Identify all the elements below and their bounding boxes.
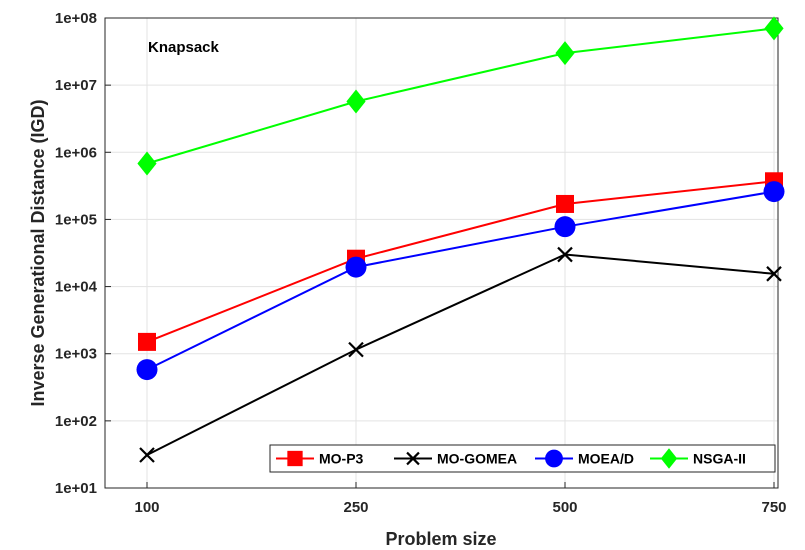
series-line xyxy=(146,190,775,371)
square-marker xyxy=(287,450,303,467)
x-tick-label: 750 xyxy=(761,499,786,516)
legend-item: NSGA-II xyxy=(650,448,746,469)
axis-ticks: 1e+01 1e+02 1e+03 1e+04 1e+05 1e+06 1e+07 1e+08… xyxy=(55,10,787,516)
legend: MO-P3 MO-GOMEA MOEA/D NSGA-II xyxy=(269,444,776,473)
diamond-marker xyxy=(137,151,157,176)
series-group xyxy=(136,16,785,463)
diamond-marker xyxy=(764,16,784,41)
x-axis-title: Problem size xyxy=(385,529,496,549)
y-axis-title: Inverse Generational Distance (IGD) xyxy=(28,99,48,406)
plot-frame xyxy=(104,17,779,489)
x-tick-label: 250 xyxy=(343,499,368,516)
square-marker xyxy=(138,332,156,351)
series-line xyxy=(146,180,775,343)
y-tick-label: 1e+04 xyxy=(55,279,98,296)
square-marker xyxy=(556,194,574,213)
chart-annotation: Knapsack xyxy=(148,39,220,56)
diamond-marker xyxy=(555,41,575,66)
x-tick-label: 100 xyxy=(134,499,159,516)
x-marker-stroke xyxy=(139,447,155,463)
legend-box xyxy=(269,444,776,473)
x-tick-label: 500 xyxy=(552,499,577,516)
y-tick-label: 1e+03 xyxy=(55,346,97,363)
y-tick-label: 1e+02 xyxy=(55,413,97,430)
series-moea-d xyxy=(136,181,785,381)
circle-marker xyxy=(763,181,785,203)
y-tick-label: 1e+05 xyxy=(55,211,97,228)
x-marker xyxy=(139,447,155,463)
circle-marker xyxy=(136,359,158,381)
series-mo-gomea xyxy=(139,246,782,463)
legend-item: MO-GOMEA xyxy=(394,451,517,467)
legend-item: MO-P3 xyxy=(276,451,364,467)
series-line xyxy=(146,253,775,456)
x-marker xyxy=(766,266,782,282)
circle-marker xyxy=(554,216,576,238)
plot-area xyxy=(105,18,778,488)
legend-label: MOEA/D xyxy=(578,451,634,467)
y-tick-label: 1e+07 xyxy=(55,77,97,94)
diamond-marker xyxy=(346,89,366,114)
diamond-marker xyxy=(660,448,678,469)
series-nsga-ii xyxy=(137,16,784,176)
x-marker-stroke xyxy=(406,451,420,466)
circle-marker xyxy=(345,256,367,278)
y-tick-label: 1e+01 xyxy=(55,480,97,497)
x-marker xyxy=(557,246,573,263)
legend-label: NSGA-II xyxy=(693,451,746,467)
x-marker xyxy=(348,341,364,358)
x-marker xyxy=(406,451,420,466)
legend-label: MO-P3 xyxy=(319,451,364,467)
x-marker-stroke xyxy=(348,341,364,358)
legend-label: MO-GOMEA xyxy=(437,451,517,467)
x-marker-stroke xyxy=(766,266,782,282)
series-line xyxy=(146,27,775,165)
circle-marker xyxy=(545,449,563,468)
legend-item: MOEA/D xyxy=(535,449,634,468)
y-tick-label: 1e+08 xyxy=(55,10,97,27)
x-marker-stroke xyxy=(557,246,573,263)
y-tick-label: 1e+06 xyxy=(55,144,97,161)
